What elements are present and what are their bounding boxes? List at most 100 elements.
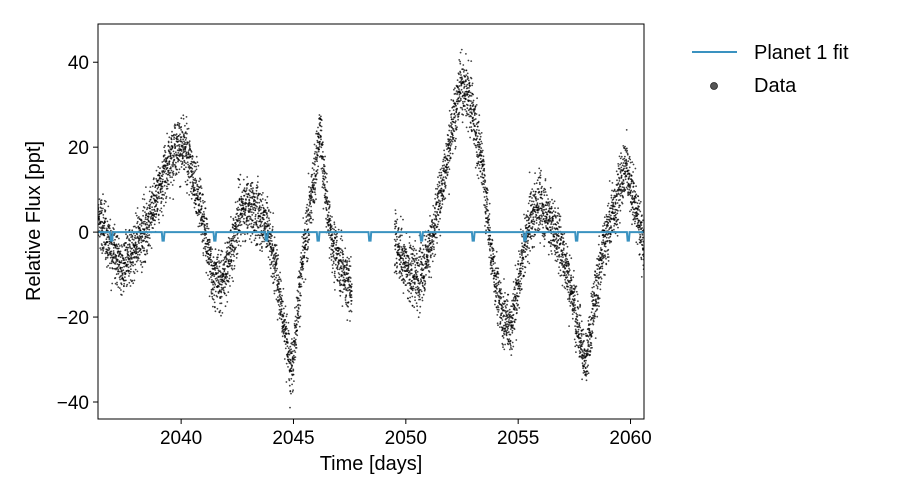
data-point — [203, 213, 206, 216]
data-point — [293, 380, 295, 382]
data-point — [328, 201, 331, 203]
data-point — [101, 252, 104, 255]
data-point — [157, 197, 159, 199]
data-point — [299, 315, 302, 318]
data-point — [414, 240, 417, 242]
data-point — [433, 248, 435, 251]
data-point — [116, 281, 118, 284]
data-point — [426, 254, 429, 257]
data-point — [437, 176, 439, 179]
data-point — [410, 264, 413, 267]
data-point — [510, 354, 513, 356]
data-point — [509, 333, 512, 336]
data-point — [163, 194, 166, 196]
data-point — [502, 295, 505, 298]
data-point — [308, 198, 310, 201]
data-point — [238, 179, 241, 181]
data-point — [459, 51, 462, 54]
data-point — [348, 260, 351, 263]
data-point — [219, 278, 222, 281]
data-point — [300, 273, 303, 275]
data-point — [509, 345, 512, 347]
data-point — [146, 249, 148, 252]
data-point — [315, 198, 317, 201]
data-point — [448, 154, 451, 157]
data-point — [220, 271, 222, 274]
data-point — [472, 123, 475, 125]
data-point — [475, 131, 478, 134]
data-point — [157, 186, 160, 189]
data-point — [504, 321, 506, 324]
data-point — [226, 242, 229, 244]
data-point — [497, 273, 500, 275]
data-point — [328, 204, 331, 206]
data-point — [230, 237, 233, 240]
data-point — [528, 229, 531, 232]
data-point — [289, 359, 292, 362]
data-point — [247, 219, 250, 222]
data-point — [450, 139, 453, 142]
data-point — [304, 212, 307, 215]
data-point — [247, 192, 250, 195]
data-point — [325, 209, 328, 212]
data-point — [419, 281, 421, 284]
data-point — [131, 279, 134, 282]
data-point — [290, 352, 293, 355]
data-point — [161, 175, 164, 178]
data-point — [170, 152, 172, 155]
data-point — [507, 293, 510, 296]
data-point — [308, 220, 310, 222]
data-point — [404, 266, 406, 269]
data-point — [450, 99, 453, 101]
data-point — [458, 88, 460, 91]
data-point — [231, 226, 234, 229]
data-point — [454, 145, 457, 148]
data-point — [436, 225, 439, 228]
data-point — [431, 260, 434, 263]
data-point — [457, 115, 460, 118]
data-point — [196, 161, 199, 164]
data-point — [427, 259, 430, 262]
data-point — [179, 185, 182, 188]
data-point — [283, 330, 285, 333]
data-point — [309, 211, 311, 214]
data-point — [259, 208, 262, 211]
data-point — [312, 198, 315, 201]
data-point — [236, 200, 239, 203]
data-point — [161, 161, 164, 163]
data-point — [335, 241, 338, 244]
data-point — [137, 225, 140, 228]
data-point — [460, 88, 463, 91]
data-point — [222, 286, 225, 289]
data-point — [539, 183, 541, 186]
data-point — [462, 114, 465, 116]
data-point — [252, 187, 254, 190]
data-point — [461, 121, 464, 124]
data-point — [310, 193, 312, 195]
data-point — [266, 216, 268, 219]
data-point — [328, 234, 330, 237]
data-point — [123, 285, 125, 288]
data-point — [299, 276, 301, 279]
data-point — [184, 150, 187, 153]
data-point — [159, 180, 162, 183]
data-point — [466, 104, 469, 107]
data-point — [306, 236, 308, 239]
data-point — [307, 208, 310, 211]
data-point — [445, 177, 448, 180]
data-point — [254, 209, 257, 212]
data-point — [173, 153, 176, 155]
data-point — [278, 298, 281, 301]
data-point — [279, 288, 282, 290]
data-point — [422, 264, 425, 266]
data-point — [138, 239, 141, 241]
data-point — [209, 256, 212, 259]
data-point — [268, 227, 271, 230]
data-point — [109, 267, 111, 269]
data-point — [231, 245, 234, 247]
data-point — [300, 285, 303, 288]
data-point — [494, 272, 496, 275]
data-point — [98, 235, 101, 238]
data-point — [488, 224, 490, 227]
data-point — [222, 289, 225, 292]
